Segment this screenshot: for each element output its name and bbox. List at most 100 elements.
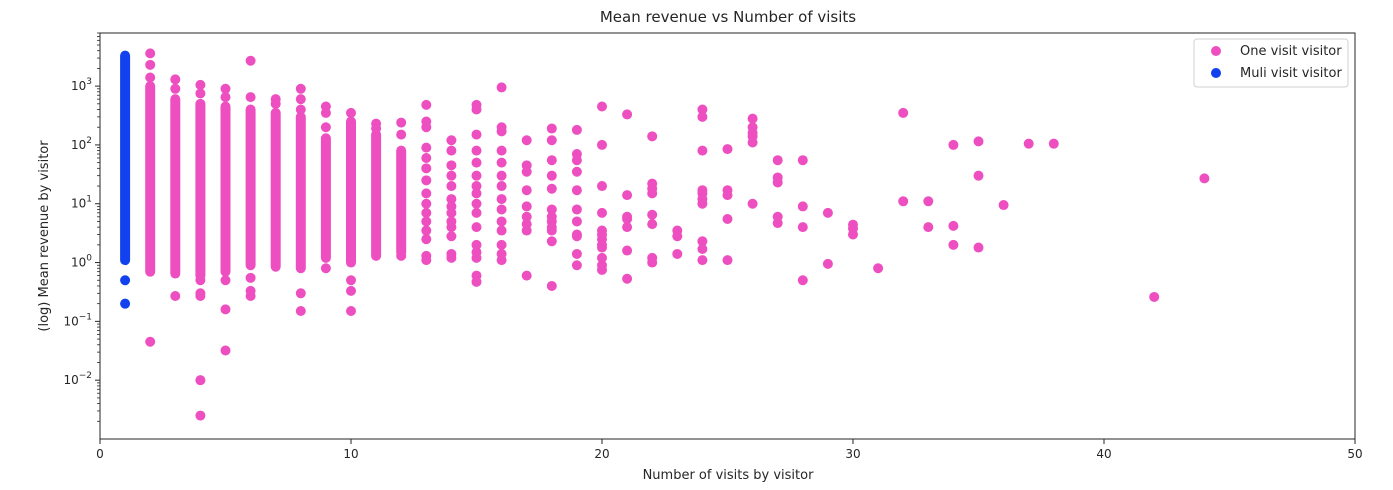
data-point-one-visit bbox=[195, 375, 206, 386]
data-point-one-visit bbox=[697, 111, 708, 122]
data-point-one-visit bbox=[1199, 173, 1210, 184]
data-point-one-visit bbox=[546, 225, 557, 236]
data-point-one-visit bbox=[1023, 138, 1034, 149]
data-point-one-visit bbox=[220, 83, 231, 94]
data-point-one-visit bbox=[622, 273, 633, 284]
data-point-one-visit bbox=[697, 236, 708, 247]
data-point-one-visit bbox=[371, 123, 382, 134]
data-point-one-visit bbox=[797, 201, 808, 212]
y-tick-label: 10−2 bbox=[63, 371, 92, 387]
data-point-one-visit bbox=[421, 198, 432, 209]
data-point-one-visit bbox=[496, 225, 507, 236]
data-point-one-visit bbox=[471, 188, 482, 199]
data-point-one-visit bbox=[496, 181, 507, 192]
data-point-one-visit bbox=[471, 170, 482, 181]
data-point-one-visit bbox=[220, 92, 231, 103]
data-point-one-visit bbox=[546, 170, 557, 181]
data-point-one-visit bbox=[421, 207, 432, 218]
data-point-one-visit bbox=[471, 104, 482, 115]
data-point-one-visit bbox=[421, 99, 432, 110]
data-point-one-visit bbox=[772, 218, 783, 229]
data-point-one-visit bbox=[446, 170, 457, 181]
data-point-one-visit bbox=[295, 94, 306, 105]
data-point-one-visit bbox=[697, 255, 708, 266]
data-point-one-visit bbox=[1149, 291, 1160, 302]
chart-title: Mean revenue vs Number of visits bbox=[600, 8, 856, 26]
data-point-one-visit bbox=[546, 204, 557, 215]
data-point-one-visit bbox=[471, 276, 482, 287]
data-point-one-visit bbox=[597, 207, 607, 218]
data-point-one-visit bbox=[421, 175, 432, 186]
data-point-one-visit bbox=[571, 260, 582, 271]
data-point-one-visit bbox=[471, 198, 482, 209]
data-point-one-visit bbox=[571, 155, 582, 166]
data-point-one-visit bbox=[571, 231, 582, 242]
data-point-one-visit bbox=[597, 101, 607, 112]
data-point-one-visit bbox=[220, 304, 231, 315]
data-point-multi-visit bbox=[120, 298, 131, 309]
data-point-one-visit bbox=[446, 194, 457, 205]
data-point-one-visit bbox=[471, 181, 482, 192]
legend-marker-multi-visit bbox=[1211, 68, 1221, 78]
data-point-one-visit bbox=[998, 200, 1009, 211]
data-point-one-visit bbox=[270, 98, 281, 109]
x-axis: 0 10 20 30 40 50 bbox=[96, 439, 1363, 461]
data-point-one-visit bbox=[521, 211, 532, 222]
data-point-one-visit bbox=[898, 196, 909, 207]
data-point-one-visit bbox=[421, 142, 432, 153]
data-point-one-visit bbox=[471, 222, 482, 233]
data-point-one-visit bbox=[446, 207, 457, 218]
data-point-one-visit bbox=[170, 291, 181, 302]
data-point-one-visit bbox=[220, 275, 231, 286]
data-point-one-visit bbox=[546, 135, 557, 146]
x-tick-label: 0 bbox=[96, 447, 104, 461]
data-point-one-visit bbox=[521, 225, 532, 236]
data-point-one-visit bbox=[697, 244, 708, 255]
data-point-one-visit bbox=[948, 239, 959, 250]
data-point-one-visit bbox=[697, 145, 708, 156]
data-point-one-visit bbox=[496, 204, 507, 215]
data-point-one-visit bbox=[772, 177, 783, 188]
data-point-one-visit bbox=[496, 126, 507, 137]
data-point-one-visit bbox=[446, 135, 457, 146]
data-point-one-visit bbox=[396, 129, 407, 140]
data-point-one-visit bbox=[622, 214, 633, 225]
y-tick-label: 10−1 bbox=[63, 312, 92, 328]
data-point-one-visit bbox=[446, 145, 457, 156]
data-point-one-visit bbox=[471, 252, 482, 263]
data-point-one-visit bbox=[320, 107, 331, 118]
data-point-one-visit bbox=[697, 198, 708, 209]
data-point-one-visit bbox=[346, 107, 356, 118]
y-tick-label: 103 bbox=[71, 77, 92, 93]
data-point-one-visit bbox=[923, 196, 934, 207]
data-point-one-visit bbox=[320, 263, 331, 274]
data-point-one-visit bbox=[571, 248, 582, 259]
data-point-one-visit bbox=[973, 136, 984, 147]
data-point-one-visit bbox=[722, 214, 733, 225]
data-point-one-visit bbox=[170, 74, 181, 85]
data-point-one-visit bbox=[471, 207, 482, 218]
data-point-one-visit bbox=[145, 48, 156, 59]
data-point-one-visit bbox=[647, 219, 658, 230]
data-point-one-visit bbox=[295, 83, 306, 94]
data-point-one-visit bbox=[973, 242, 984, 253]
x-tick-label: 30 bbox=[845, 447, 860, 461]
y-axis-label: (log) Mean revenue by visitor bbox=[37, 140, 52, 332]
data-point-one-visit bbox=[898, 107, 909, 118]
data-point-one-visit bbox=[496, 255, 507, 266]
y-tick-label: 100 bbox=[71, 254, 92, 270]
data-point-one-visit bbox=[195, 275, 206, 286]
data-point-one-visit bbox=[145, 72, 156, 83]
data-point-one-visit bbox=[496, 82, 507, 93]
data-point-one-visit bbox=[346, 275, 356, 286]
data-point-one-visit bbox=[797, 155, 808, 166]
data-point-one-visit bbox=[521, 270, 532, 281]
data-point-one-visit bbox=[295, 306, 306, 317]
data-point-one-visit bbox=[973, 170, 984, 181]
data-point-one-visit bbox=[245, 291, 256, 302]
data-point-one-visit bbox=[747, 113, 758, 124]
data-point-one-visit bbox=[195, 79, 206, 90]
x-tick-label: 10 bbox=[343, 447, 358, 461]
data-point-one-visit bbox=[822, 258, 833, 269]
